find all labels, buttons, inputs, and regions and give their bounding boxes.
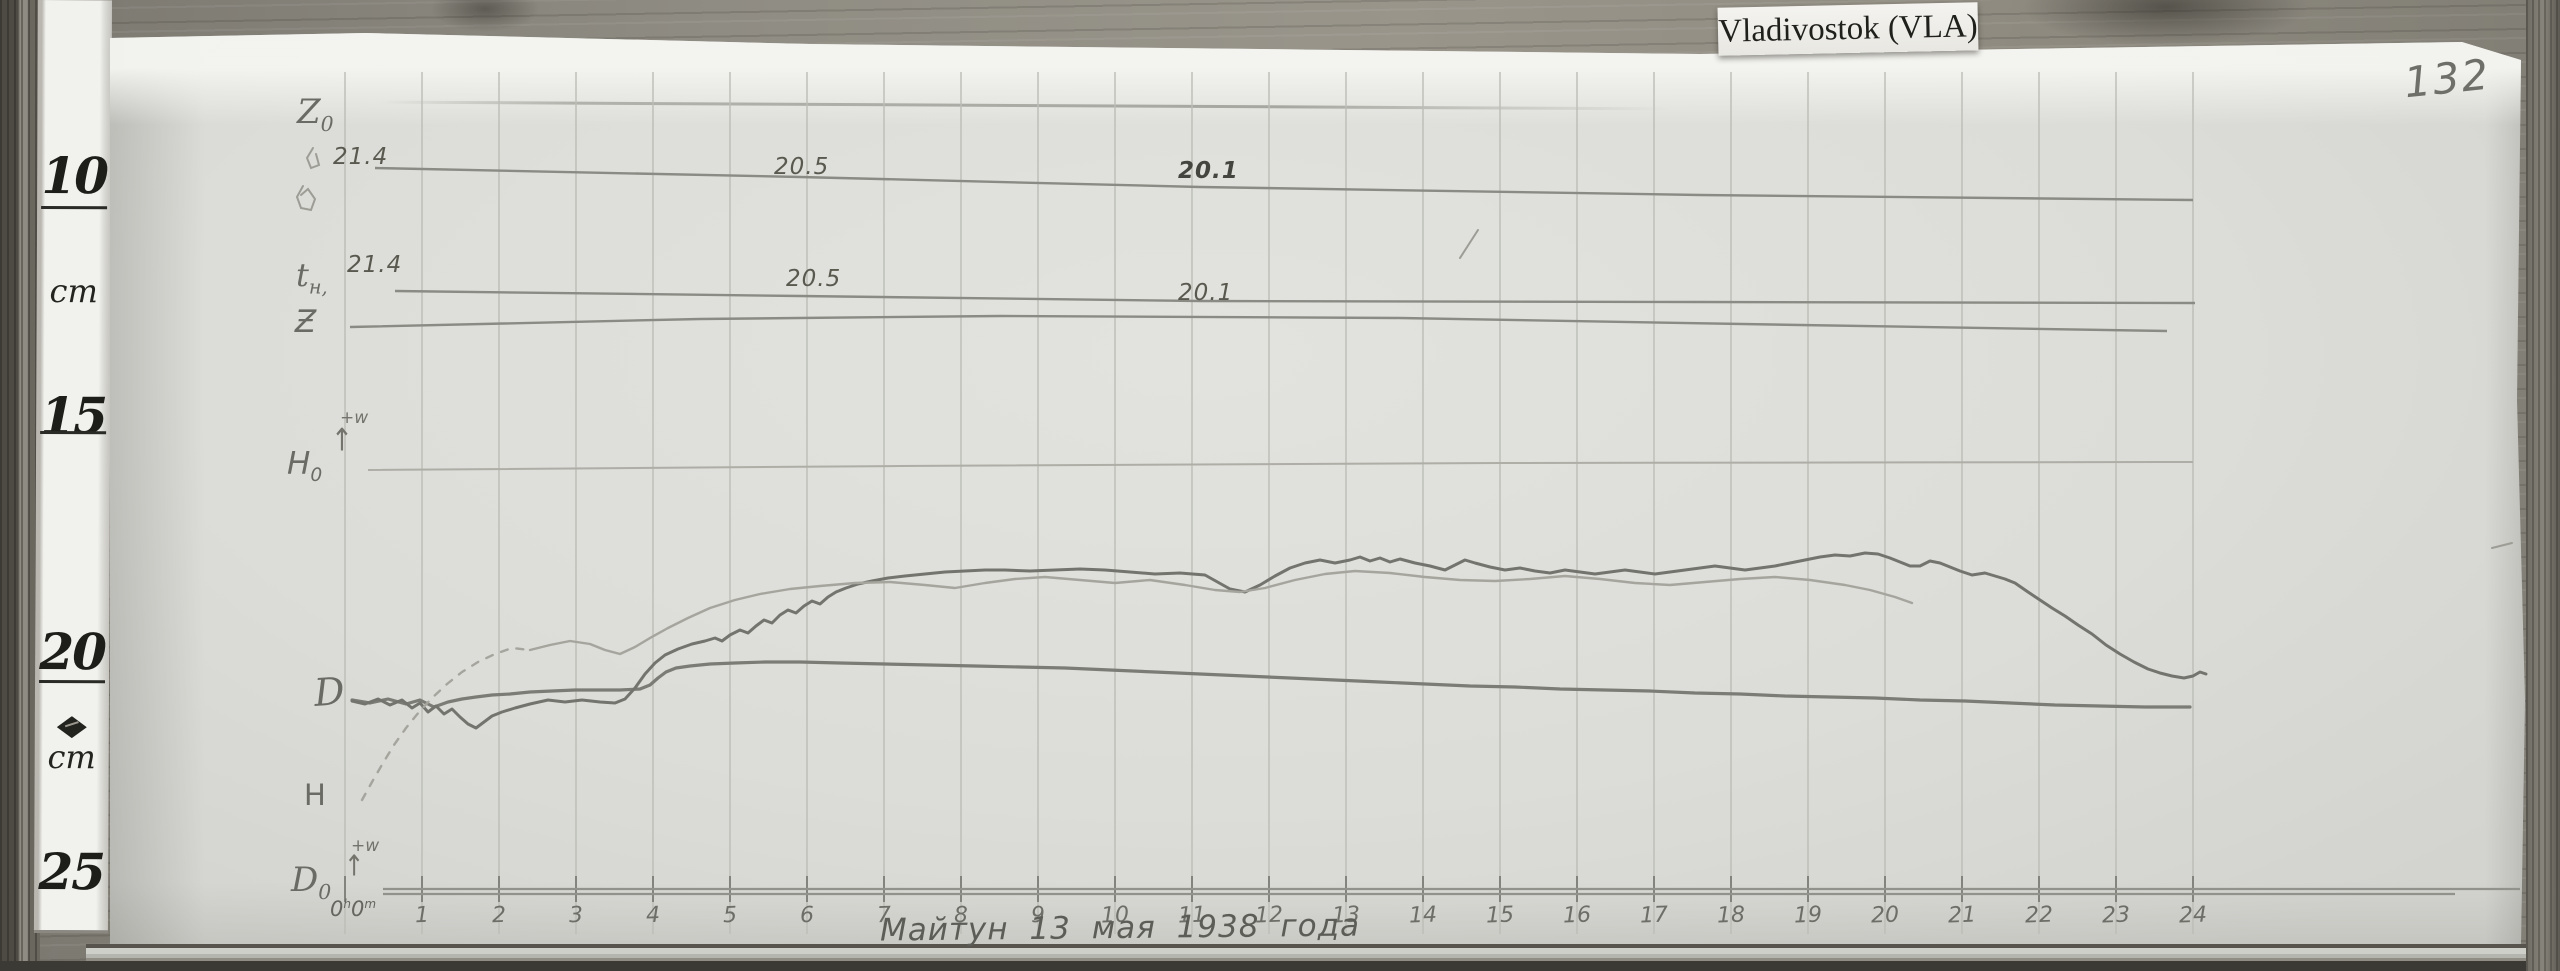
- trace-label-z: Ƶ: [295, 304, 317, 340]
- station-label: Vladivostok (VLA): [1717, 2, 1979, 56]
- table-edge-right: [2526, 0, 2560, 971]
- x-axis-hour-label: 4: [645, 902, 661, 929]
- x-axis-hour-label: 23: [2101, 902, 2131, 929]
- x-axis-hour-label: 3: [568, 902, 584, 929]
- trace-label-h0: H0: [287, 446, 323, 487]
- edge-mark: [2491, 542, 2513, 549]
- slash-mark: [1459, 229, 1479, 259]
- x-axis-hour-label: 18: [1716, 902, 1746, 929]
- tn-temp-value-1: 21.4: [347, 252, 403, 278]
- h0-baseline: [367, 461, 2194, 471]
- x-axis-hour-label: 6: [799, 902, 815, 929]
- d0-arrow-note: +w: [351, 836, 380, 856]
- x-axis-hour-label: 20: [1870, 902, 1900, 929]
- tn-temp-value-2: 20.5: [786, 266, 842, 292]
- x-axis-hour-label: 22: [2024, 902, 2054, 929]
- trace-label-h: H: [304, 778, 326, 812]
- f-trace: [528, 569, 1914, 656]
- x-axis-origin-time: 0h0m: [330, 897, 377, 921]
- tn-temperature-line: [394, 289, 2196, 305]
- z0-temp-value-2: 20.5: [774, 154, 830, 180]
- trace-label-tn: tн,: [296, 256, 328, 299]
- x-axis-hour-label: 17: [1639, 902, 1669, 929]
- z0-temp-value-3: 20.1: [1178, 158, 1239, 184]
- trace-label-d0: D0: [291, 860, 332, 904]
- z-baseline: [349, 314, 2168, 333]
- z0-scribble: [305, 147, 321, 170]
- x-axis-hour-label: 15: [1485, 902, 1515, 929]
- x-axis-hour-label: 19: [1793, 902, 1823, 929]
- x-axis-hour-label: 16: [1562, 902, 1592, 929]
- d-trace: [350, 660, 2192, 709]
- x-axis-hour-label: 14: [1408, 902, 1438, 929]
- h-trace: [350, 551, 2208, 730]
- h0-arrow-up-icon: ↑: [331, 423, 353, 459]
- x-axis-hour-label: 1: [414, 902, 430, 929]
- x-axis-hour-label: 5: [722, 902, 738, 929]
- z0-scribble-2: [295, 185, 317, 212]
- d0-arrow-up-icon: ↑: [344, 849, 365, 883]
- x-axis-hour-label: 2: [491, 902, 507, 929]
- table-edge-wood: [0, 0, 40, 971]
- h0-arrow-note: +w: [340, 408, 369, 428]
- x-axis-hour-label: 24: [2178, 902, 2208, 929]
- h-trace-onset: [360, 646, 532, 802]
- z0-baseline: [374, 166, 2194, 202]
- page-number: 132: [2401, 49, 2493, 108]
- trace-label-z0: Z0: [297, 92, 334, 136]
- magnetogram-paper: [110, 33, 2525, 950]
- table-shadow-bottom: [0, 961, 2560, 971]
- x-axis-hour-label: 21: [1947, 902, 1977, 929]
- z0-temp-value-1: 21.4: [333, 144, 389, 170]
- date-caption: Майтун 13 мая 1938 года: [879, 907, 1361, 949]
- trace-label-d: D: [312, 668, 346, 716]
- tn-temp-value-3: 20.1: [1178, 280, 1234, 306]
- sheet-edge-below: [86, 944, 2532, 963]
